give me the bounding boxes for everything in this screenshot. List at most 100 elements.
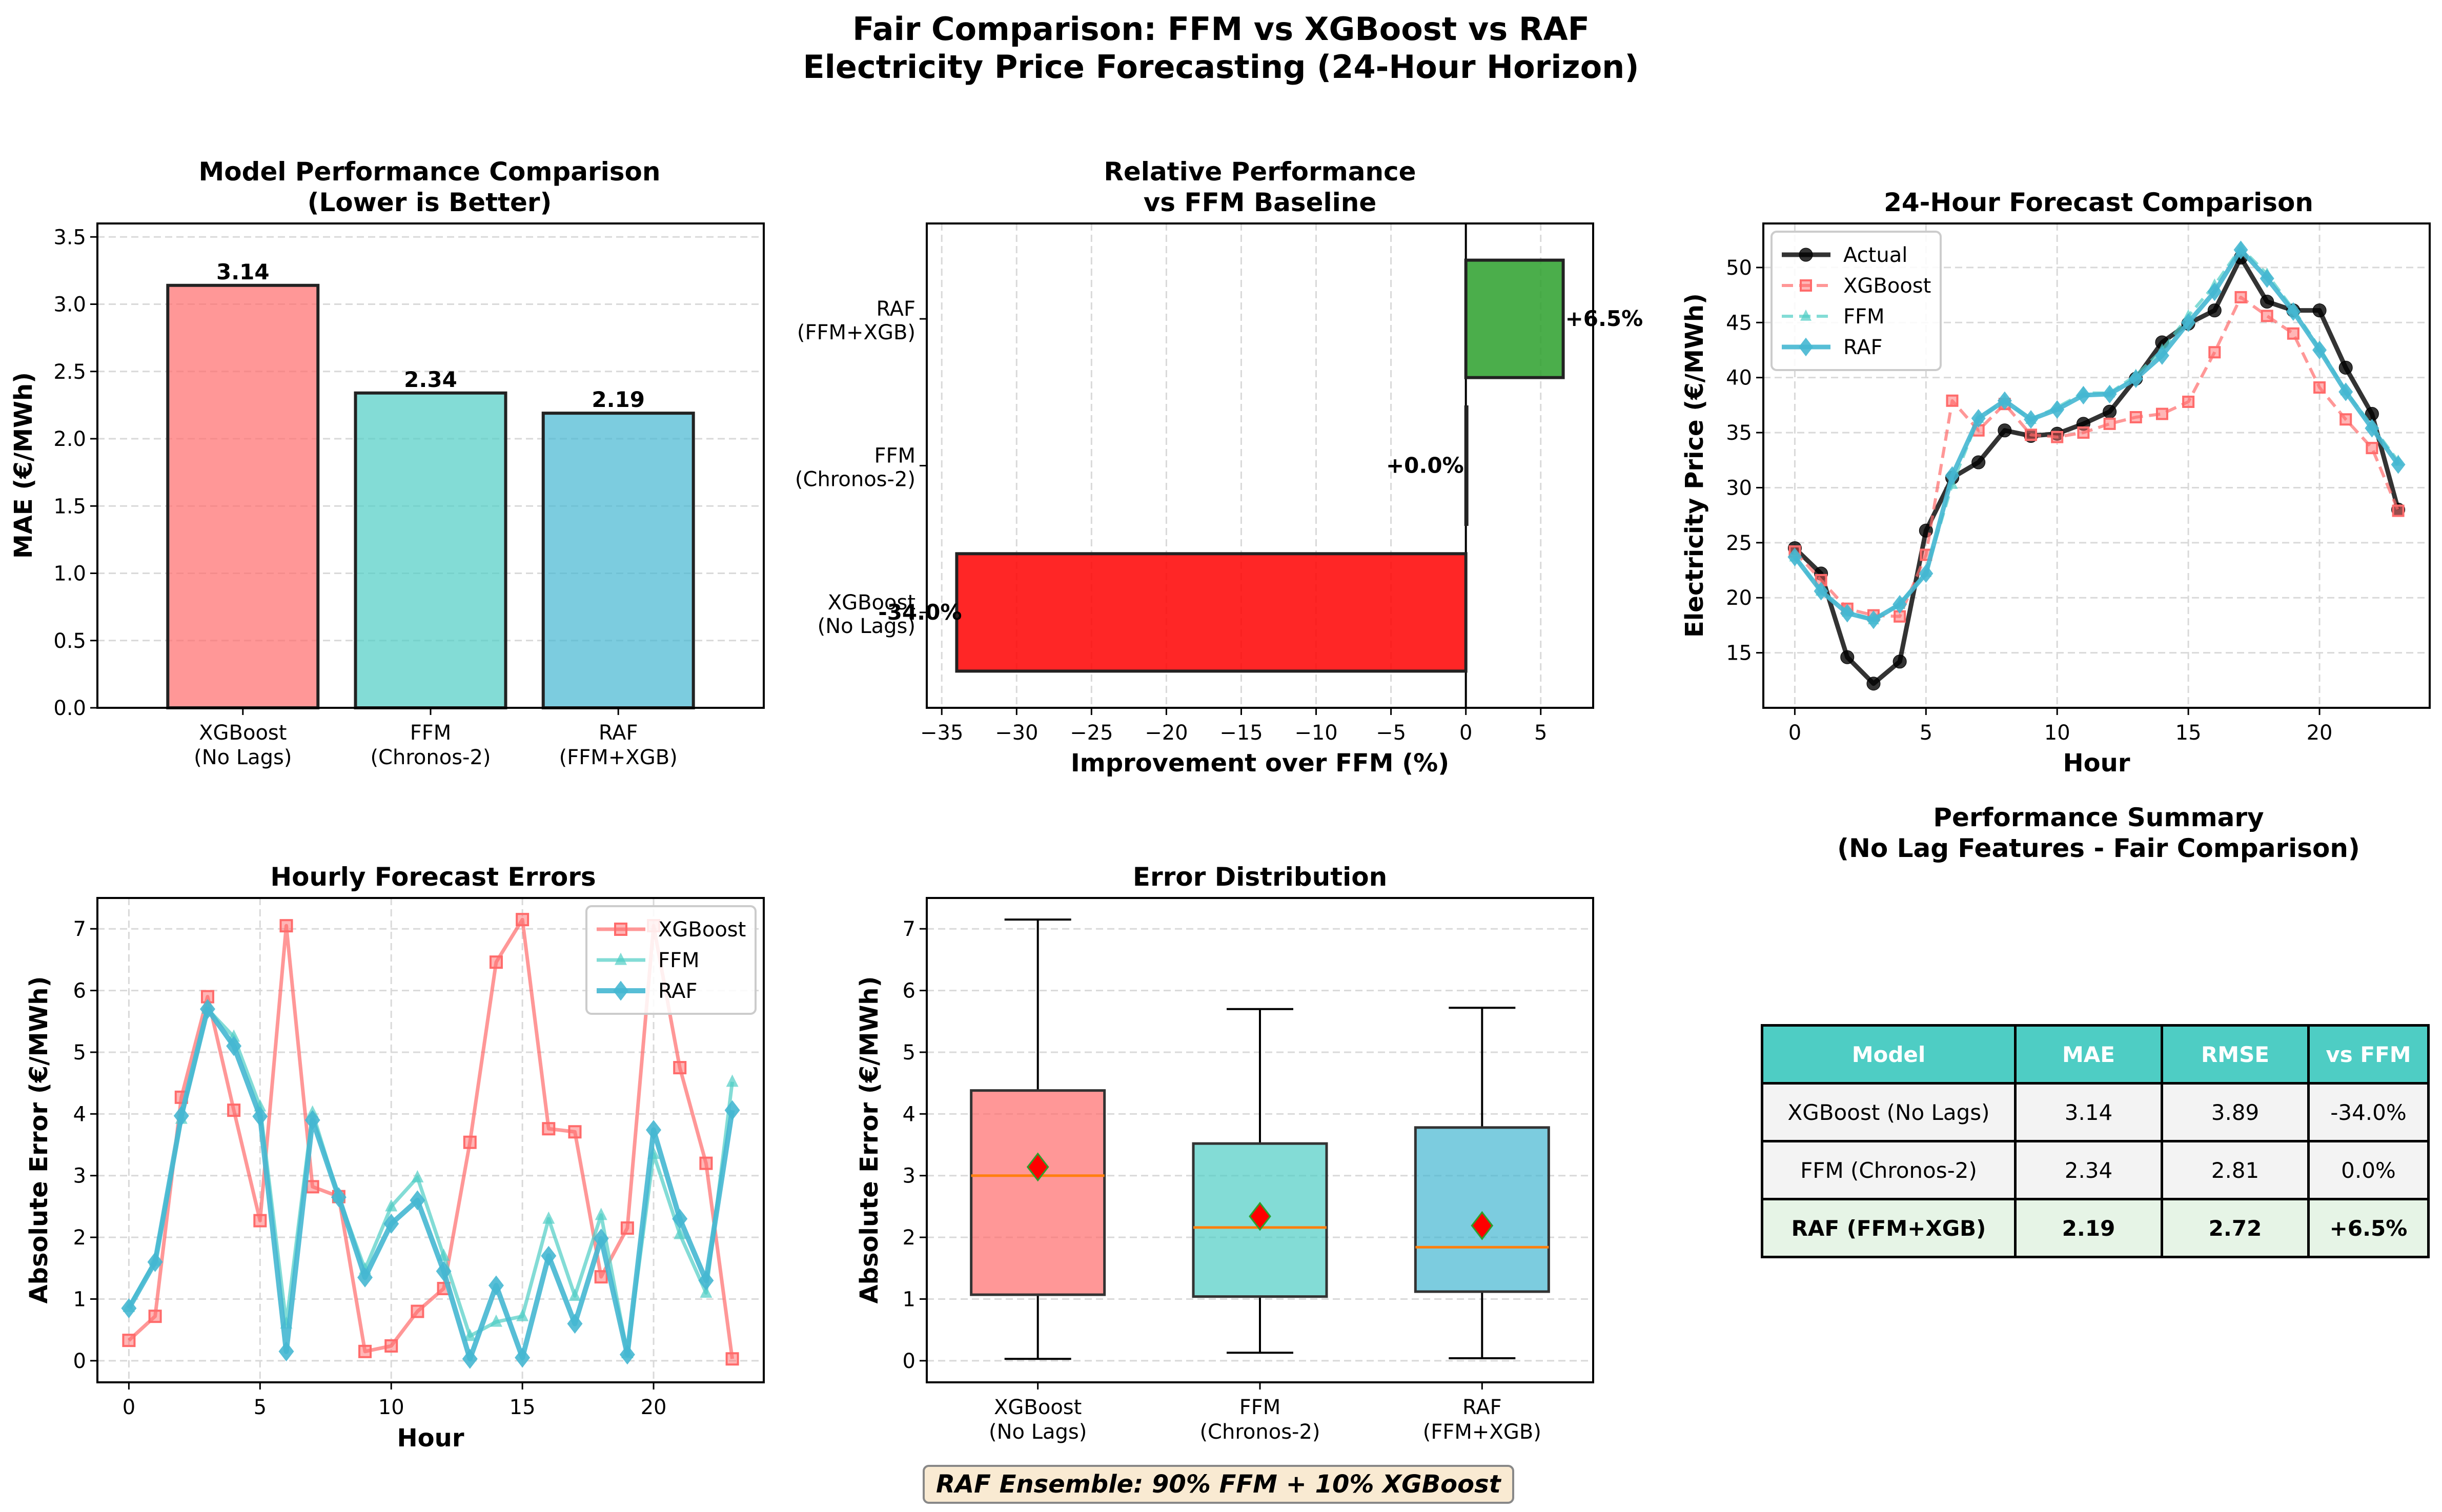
xtick-label: −5: [1376, 721, 1406, 745]
xtick-sublabel: (No Lags): [989, 1420, 1087, 1444]
data-point-raf: [2154, 346, 2169, 365]
ytick-label: FFM: [874, 444, 915, 468]
legend-label: RAF: [1843, 336, 1883, 359]
ytick-label: 5: [73, 1041, 86, 1065]
forecast-chart-xlabel: Hour: [2063, 749, 2130, 778]
data-point-raf: [410, 1190, 425, 1211]
ytick-label: 1: [73, 1288, 86, 1311]
ytick-label: 2: [73, 1226, 86, 1250]
relative-chart-xlabel: Improvement over FFM (%): [1071, 749, 1449, 778]
ytick-label: 6: [73, 979, 86, 1003]
table-cell-mae: 2.19: [2014, 1198, 2163, 1258]
hourly-errors-ylabel: Absolute Error (€/MWh): [25, 976, 53, 1303]
data-point-actual: [1998, 423, 2012, 438]
table-header-model: Model: [1761, 1024, 2017, 1085]
data-point-raf: [1919, 564, 1934, 583]
legend-box: [1771, 231, 1942, 371]
ytick-label: 35: [1726, 421, 1752, 445]
summary-title-line2: (No Lag Features - Fair Comparison): [1837, 833, 2360, 863]
xtick-label: 0: [1459, 721, 1472, 745]
error-distribution-chart: Error Distribution 0 1 2 3 4 5 6 7 XGBoost(No La…: [855, 862, 1594, 1444]
ytick-label: 3: [903, 1164, 915, 1188]
xtick-label: RAF: [599, 721, 638, 745]
ytick-label: 20: [1726, 586, 1752, 610]
ytick-label: 25: [1726, 532, 1752, 555]
hbar-value-label: +6.5%: [1565, 306, 1643, 331]
data-point-raf: [2233, 240, 2248, 259]
data-point-ffm: [726, 1074, 739, 1087]
data-point-xgboost: [2025, 428, 2038, 441]
ytick-label: 2.5: [53, 360, 86, 384]
xtick-label: 15: [2175, 721, 2202, 745]
data-point-xgboost: [411, 1304, 424, 1318]
data-point-actual: [2312, 303, 2327, 318]
xtick-label: −10: [1294, 721, 1337, 745]
ytick-sublabel: (No Lags): [818, 615, 915, 638]
xtick-label: −25: [1070, 721, 1113, 745]
ytick-label: 6: [903, 979, 915, 1003]
data-point-xgboost: [2261, 310, 2273, 322]
xtick-sublabel: (Chronos-2): [1199, 1420, 1320, 1444]
legend-marker-xgboost: [614, 923, 627, 936]
data-point-raf: [2312, 340, 2327, 360]
data-point-raf: [1945, 466, 1960, 485]
data-point-ffm: [411, 1170, 424, 1182]
data-point-raf: [1997, 391, 2012, 410]
data-point-raf: [304, 1110, 320, 1130]
legend-box: [585, 905, 757, 1015]
xtick-label: 10: [2044, 721, 2070, 745]
data-point-raf: [357, 1267, 373, 1288]
data-point-xgboost: [568, 1125, 582, 1139]
table-row-highlighted: RAF (FFM+XGB) 2.19 2.72 +6.5%: [1761, 1198, 2430, 1258]
hourly-errors-legend: XGBoost FFM RAF: [585, 905, 757, 1015]
data-point-raf: [724, 1100, 740, 1120]
data-point-ffm: [516, 1309, 529, 1321]
hbar-raf: [1464, 258, 1565, 379]
error-distribution-frame: [926, 897, 1594, 1383]
data-point-xgboost: [2129, 411, 2142, 423]
xtick-label: −20: [1145, 721, 1188, 745]
table-header-mae: MAE: [2014, 1024, 2163, 1085]
data-point-xgboost: [2103, 417, 2116, 430]
data-point-raf: [383, 1214, 399, 1234]
xtick-label: RAF: [1462, 1396, 1502, 1419]
ytick-label: 3: [73, 1164, 86, 1188]
data-point-raf: [619, 1344, 635, 1365]
table-cell-model: RAF (FFM+XGB): [1761, 1198, 2017, 1258]
bar-value-label: 2.19: [592, 387, 645, 412]
xtick-label: 0: [123, 1396, 135, 1419]
xtick-label: −30: [995, 721, 1038, 745]
hourly-errors-xlabel: Hour: [397, 1424, 464, 1453]
data-point-raf: [2076, 385, 2091, 405]
data-point-raf: [515, 1347, 531, 1368]
xtick-sublabel: (Chronos-2): [370, 746, 491, 769]
mean-marker-xgboost: [1026, 1152, 1049, 1182]
data-point-raf: [1814, 582, 1828, 601]
data-point-actual: [1866, 677, 1881, 691]
data-point-raf: [2365, 419, 2379, 438]
data-point-actual: [2207, 303, 2222, 318]
mean-marker-ffm: [1249, 1201, 1271, 1231]
table-cell-vs-ffm: -34.0%: [2307, 1082, 2430, 1142]
xtick-label: 5: [1920, 721, 1932, 745]
data-point-ffm: [542, 1211, 555, 1224]
data-point-xgboost: [2392, 504, 2405, 517]
data-point-raf: [2338, 382, 2353, 401]
performance-summary-table: Model MAE RMSE vs FFM XGBoost (No Lags) …: [1761, 1024, 2430, 1258]
relative-chart-frame: [926, 222, 1594, 709]
bar-value-label: 3.14: [216, 259, 270, 284]
xtick-label: 5: [254, 1396, 267, 1419]
ytick-label: 45: [1726, 311, 1752, 335]
data-point-xgboost: [2339, 413, 2352, 426]
data-point-ffm: [490, 1314, 502, 1327]
hbar-value-label: +0.0%: [1386, 453, 1464, 478]
mae-chart-title-line1: Model Performance Comparison: [199, 157, 661, 187]
ytick-label: 0.0: [53, 697, 86, 720]
table-header-rmse: RMSE: [2161, 1024, 2310, 1085]
data-point-actual: [1840, 650, 1855, 664]
xtick-label: XGBoost: [994, 1396, 1082, 1419]
data-point-xgboost: [1946, 394, 1959, 407]
data-point-xgboost: [2366, 442, 2378, 455]
ytick-label: 7: [903, 917, 915, 941]
data-point-raf: [488, 1275, 504, 1296]
